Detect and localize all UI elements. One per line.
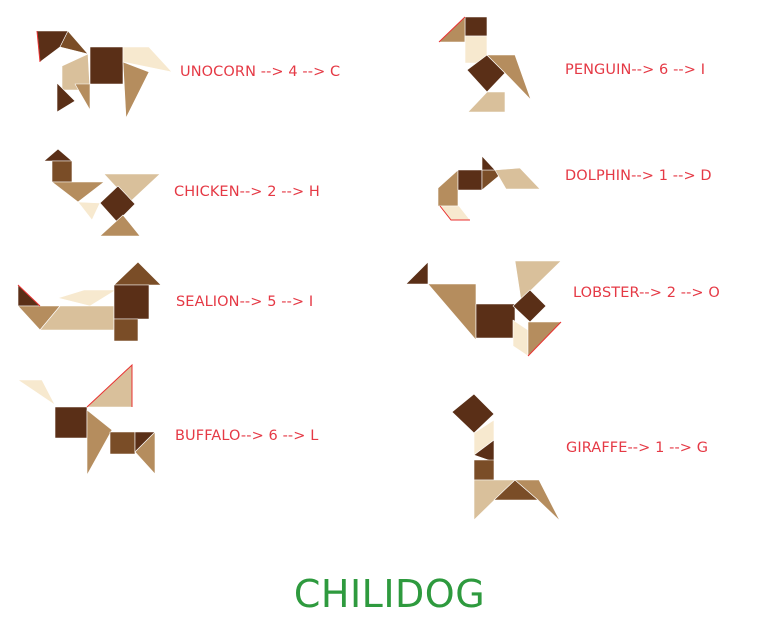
tangram-chicken	[43, 148, 161, 237]
tangram-penguin	[438, 16, 532, 113]
clue-text-buffalo: BUFFALO--> 6 --> L	[175, 428, 319, 444]
tangram-lobster	[405, 260, 562, 357]
tangram-buffalo	[17, 363, 156, 476]
clue-text-penguin: PENGUIN--> 6 --> I	[565, 62, 706, 78]
tangram-dolphin	[437, 155, 541, 221]
tangram-unocorn	[36, 30, 173, 119]
answer-word: CHILIDOG	[293, 572, 486, 616]
clue-text-sealion: SEALION--> 5 --> I	[176, 294, 314, 310]
clue-text-unocorn: UNOCORN --> 4 --> C	[180, 64, 341, 80]
clue-text-dolphin: DOLPHIN--> 1 --> D	[565, 168, 712, 184]
tangram-giraffe	[451, 393, 561, 522]
clue-text-lobster: LOBSTER--> 2 --> O	[573, 285, 720, 301]
clue-text-chicken: CHICKEN--> 2 --> H	[174, 184, 320, 200]
tangram-sealion	[17, 261, 162, 342]
clue-text-giraffe: GIRAFFE--> 1 --> G	[566, 440, 709, 456]
